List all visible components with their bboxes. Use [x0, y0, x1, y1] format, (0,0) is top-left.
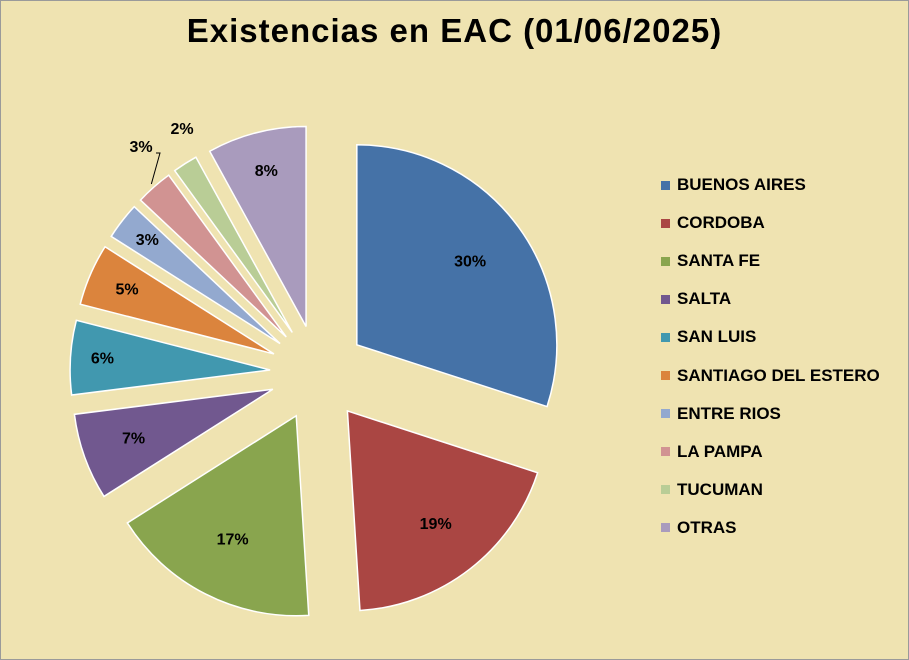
legend-item-santiago-del-estero: SANTIAGO DEL ESTERO	[661, 356, 880, 394]
data-label-santa-fe: 17%	[217, 532, 249, 549]
chart-title: Existencias en EAC (01/06/2025)	[186, 12, 723, 49]
legend-item-cordoba: CORDOBA	[661, 204, 880, 242]
pie-slice-la-pampa	[139, 174, 287, 338]
leader-line-la-pampa	[150, 152, 161, 185]
data-label-la-pampa: 3%	[129, 139, 152, 156]
pie-slice-entre-rios	[110, 205, 281, 345]
legend-label: SANTIAGO DEL ESTERO	[677, 365, 880, 385]
legend-label: OTRAS	[677, 517, 737, 537]
legend-label: SAN LUIS	[677, 327, 757, 347]
pie-slice-salta	[73, 388, 274, 498]
legend-swatch	[661, 485, 670, 495]
legend-swatch	[661, 294, 670, 304]
data-label-entre-rios: 3%	[136, 232, 159, 249]
pie-slice-buenos-aires	[356, 144, 558, 408]
legend-label: BUENOS AIRES	[677, 175, 806, 195]
legend-item-la-pampa: LA PAMPA	[661, 433, 880, 471]
legend: BUENOS AIRES CORDOBA SANTA FE SALTA SAN LUIS…	[661, 166, 880, 547]
pie-slice-san-luis	[69, 319, 271, 396]
data-label-salta: 7%	[122, 431, 145, 448]
legend-swatch	[661, 180, 670, 190]
data-label-santiago-del-estero: 5%	[116, 282, 139, 299]
legend-label: LA PAMPA	[677, 441, 763, 461]
pie-slice-cordoba	[346, 409, 539, 612]
legend-swatch	[661, 371, 670, 381]
legend-label: SALTA	[677, 289, 732, 309]
data-label-san-luis: 6%	[91, 351, 114, 368]
legend-label: SANTA FE	[677, 251, 761, 271]
legend-item-otras: OTRAS	[661, 509, 880, 547]
legend-swatch	[661, 447, 670, 457]
legend-swatch	[661, 332, 670, 342]
legend-label: ENTRE RIOS	[677, 403, 781, 423]
legend-swatch	[661, 409, 670, 419]
legend-swatch	[661, 523, 670, 533]
legend-label: CORDOBA	[677, 213, 765, 233]
legend-swatch	[661, 218, 670, 228]
pie-slice-otras	[208, 125, 307, 327]
pie-slice-santa-fe	[126, 414, 310, 617]
legend-item-san-luis: SAN LUIS	[661, 318, 880, 356]
legend-item-buenos-aires: BUENOS AIRES	[661, 166, 880, 204]
legend-swatch	[661, 256, 670, 266]
data-label-otras: 8%	[255, 163, 278, 180]
legend-item-santa-fe: SANTA FE	[661, 242, 880, 280]
data-label-tucuman: 2%	[170, 121, 193, 138]
legend-item-salta: SALTA	[661, 280, 880, 318]
data-label-buenos-aires: 30%	[454, 254, 486, 271]
pie-slice-santiago-del-estero	[79, 245, 275, 355]
legend-label: TUCUMAN	[677, 479, 763, 499]
legend-item-entre-rios: ENTRE RIOS	[661, 395, 880, 433]
legend-item-tucuman: TUCUMAN	[661, 471, 880, 509]
data-label-cordoba: 19%	[420, 516, 452, 533]
pie-slice-tucuman	[173, 156, 293, 333]
